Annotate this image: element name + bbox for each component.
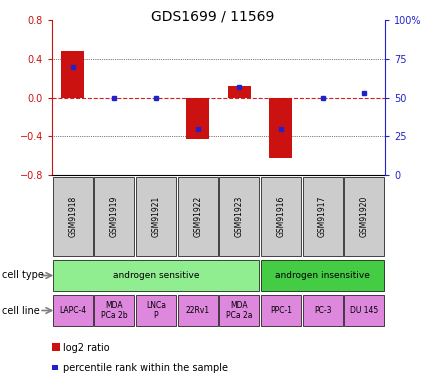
Text: PPC-1: PPC-1 <box>270 306 292 315</box>
Bar <box>53 260 259 291</box>
Bar <box>261 260 384 291</box>
Text: LAPC-4: LAPC-4 <box>59 306 86 315</box>
Bar <box>53 295 93 326</box>
Bar <box>136 295 176 326</box>
Bar <box>261 177 301 256</box>
Text: percentile rank within the sample: percentile rank within the sample <box>62 363 228 373</box>
Bar <box>219 177 259 256</box>
Text: 22Rv1: 22Rv1 <box>186 306 210 315</box>
Text: androgen sensitive: androgen sensitive <box>113 271 199 280</box>
Text: log2 ratio: log2 ratio <box>62 343 109 353</box>
Text: GSM91922: GSM91922 <box>193 196 202 237</box>
Bar <box>228 86 251 98</box>
Text: GSM91916: GSM91916 <box>276 196 286 237</box>
Bar <box>178 177 218 256</box>
Text: GSM91918: GSM91918 <box>68 196 77 237</box>
Bar <box>94 295 134 326</box>
Bar <box>219 295 259 326</box>
Text: GSM91920: GSM91920 <box>360 196 368 237</box>
Bar <box>53 177 93 256</box>
Bar <box>61 51 84 98</box>
Text: cell line: cell line <box>2 306 40 315</box>
Text: DU 145: DU 145 <box>350 306 378 315</box>
Text: MDA
PCa 2b: MDA PCa 2b <box>101 301 128 320</box>
Bar <box>261 295 301 326</box>
Text: cell type: cell type <box>2 270 44 280</box>
Text: LNCa
P: LNCa P <box>146 301 166 320</box>
Bar <box>303 295 343 326</box>
Text: MDA
PCa 2a: MDA PCa 2a <box>226 301 252 320</box>
Bar <box>269 98 292 158</box>
Text: GDS1699 / 11569: GDS1699 / 11569 <box>151 9 274 23</box>
Bar <box>303 177 343 256</box>
Bar <box>344 295 384 326</box>
Bar <box>94 177 134 256</box>
Text: GSM91919: GSM91919 <box>110 196 119 237</box>
Text: GSM91921: GSM91921 <box>152 196 161 237</box>
Text: GSM91923: GSM91923 <box>235 196 244 237</box>
Bar <box>186 98 209 139</box>
Text: androgen insensitive: androgen insensitive <box>275 271 370 280</box>
Bar <box>136 177 176 256</box>
Text: GSM91917: GSM91917 <box>318 196 327 237</box>
Text: PC-3: PC-3 <box>314 306 332 315</box>
Bar <box>178 295 218 326</box>
Bar <box>344 177 384 256</box>
